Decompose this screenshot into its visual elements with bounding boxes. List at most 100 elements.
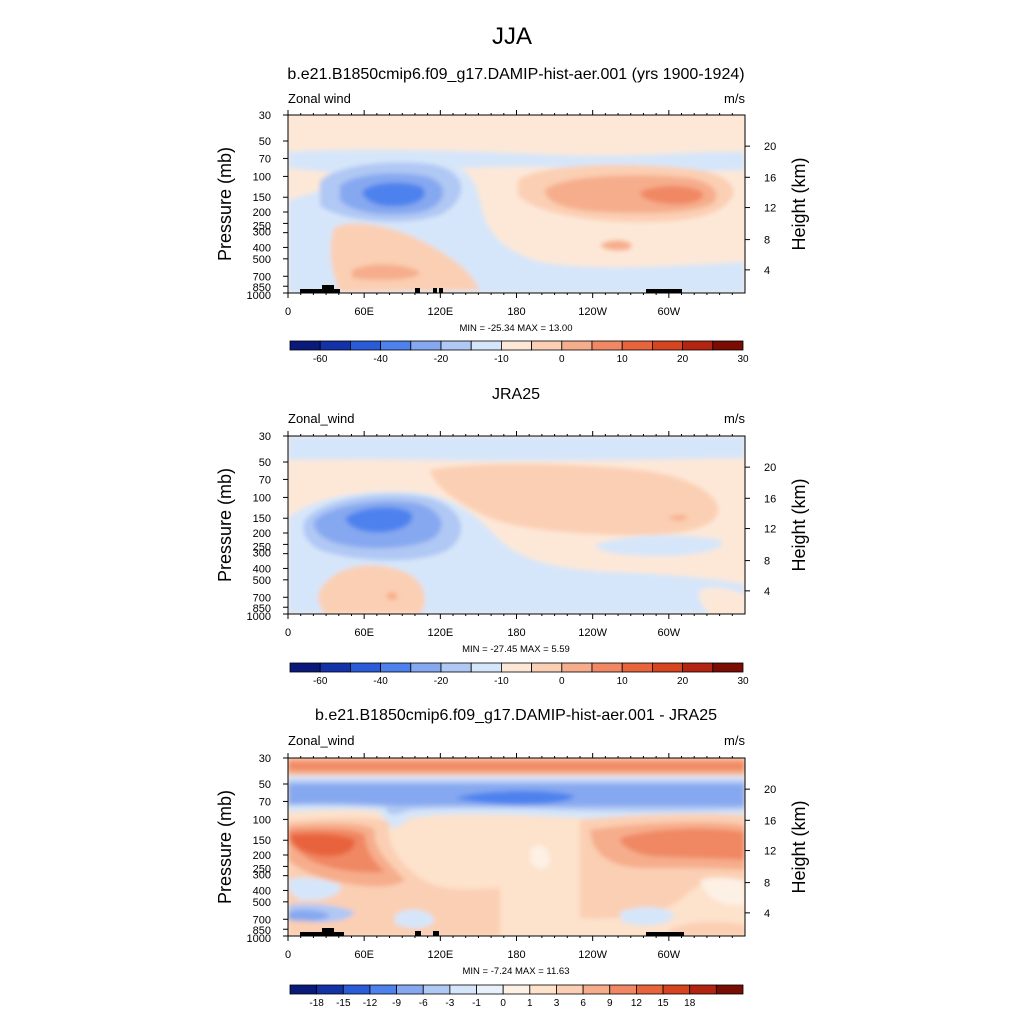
panel-2-colorbar-label: 30	[737, 676, 749, 687]
panel-3-y-tick-label: 200	[253, 850, 271, 862]
panel-1-colorbar-swatch	[380, 340, 412, 351]
panel-1-y-tick-label: 200	[253, 207, 271, 219]
panel-2-colorbar-label: -40	[373, 676, 388, 687]
panel-1-y-tick-label: 100	[253, 171, 271, 183]
panel-1-colorbar-label: 20	[677, 354, 689, 365]
panel-3-colorbar-swatch	[582, 984, 611, 995]
panel-2-colorbar-swatch	[621, 662, 653, 673]
panel-1-colorbar-swatch	[561, 340, 593, 351]
panel-3-y-axis-label: Pressure (mb)	[215, 790, 235, 904]
panel-1-y-tick-label: 250	[253, 220, 271, 232]
panel-3-y-right-tick-label: 12	[764, 846, 776, 858]
panel-1-y-tick-label: 500	[253, 254, 271, 266]
panel-1-y-right-tick-label: 8	[764, 235, 770, 247]
panel-1-x-tick-label: 120W	[578, 306, 607, 318]
panel-3-colorbar-label: 15	[657, 998, 669, 1009]
panel-3-colorbar-swatch	[422, 984, 451, 995]
panel-2: JRA25 Zonal_wind m/s	[215, 386, 809, 687]
panel-2-y-tick-label: 250	[253, 541, 271, 553]
panel-2-colorbar-swatch	[561, 662, 593, 673]
panel-1-colorbar-swatch	[470, 340, 502, 351]
panel-2-colorbar-swatch	[289, 662, 321, 673]
panel-2-y-tick-label: 300	[253, 548, 271, 560]
panel-3-colorbar-label: 3	[554, 998, 560, 1009]
panel-2-y-right-tick-label: 4	[764, 586, 770, 598]
panel-1-colorbar-swatch	[682, 340, 714, 351]
panel-3-y-tick-label: 700	[253, 914, 271, 926]
panel-3-stats: MIN = -7.24 MAX = 11.63	[462, 966, 569, 977]
panel-2-y-tick-label: 100	[253, 492, 271, 504]
panel-3-title: b.e21.B1850cmip6.f09_g17.DAMIP-hist-aer.…	[315, 707, 717, 724]
panel-2-variable-label: Zonal_wind	[288, 411, 355, 426]
panel-3-colorbar-swatch	[556, 984, 584, 995]
panel-3-colorbar-swatch	[662, 984, 691, 995]
panel-1-colorbar-swatch	[349, 340, 381, 351]
panel-3-colorbar-swatch	[502, 984, 531, 995]
panel-3-y-tick-label: 100	[253, 814, 271, 826]
panel-2-colorbar-swatch	[440, 662, 472, 673]
panel-2-colorbar-swatch	[531, 662, 563, 673]
panel-3-x-tick-label: 180	[507, 949, 525, 961]
panel-3-y-tick-label: 30	[259, 753, 271, 765]
panel-2-y-tick-label: 200	[253, 528, 271, 540]
panel-1-y-right-axis-label: Height (km)	[789, 157, 809, 250]
panel-1-y-right-tick-label: 4	[764, 265, 770, 277]
panel-3-colorbar-swatch	[636, 984, 664, 995]
panel-3-colorbar-label: -6	[419, 998, 428, 1009]
panel-1-y-tick-label: 150	[253, 192, 271, 204]
panel-1-plot	[287, 114, 746, 294]
panel-3-y-right-tick-label: 8	[764, 878, 770, 890]
panel-2-y-axis-label: Pressure (mb)	[215, 468, 235, 582]
panel-3-colorbar-label: -9	[392, 998, 401, 1009]
panel-1-x-tick-label: 120E	[427, 306, 453, 318]
panel-2-x-tick-label: 120W	[578, 627, 607, 639]
panel-1-colorbar-label: -40	[373, 354, 388, 365]
panel-3-colorbar-swatch	[342, 984, 371, 995]
panel-1-title: b.e21.B1850cmip6.f09_g17.DAMIP-hist-aer.…	[287, 66, 744, 83]
panel-1-colorbar-label: -20	[434, 354, 449, 365]
panel-1-y-right-tick-label: 20	[764, 141, 776, 153]
panel-2-colorbar-swatch	[712, 662, 744, 673]
panel-3-colorbar-label: -12	[363, 998, 378, 1009]
panel-2-y-right-tick-label: 16	[764, 493, 776, 505]
panel-2-colorbar-swatch	[380, 662, 412, 673]
panel-2-y-tick-label: 400	[253, 563, 271, 575]
panel-1-colorbar-label: -60	[313, 354, 328, 365]
panel-2-y-right-tick-label: 12	[764, 524, 776, 536]
panel-3-colorbar-swatch	[316, 984, 344, 995]
panel-3-colorbar-label: 12	[631, 998, 643, 1009]
figure-title: JJA	[492, 23, 532, 50]
panel-1-units-label: m/s	[724, 91, 745, 106]
panel-1-colorbar-label: 10	[617, 354, 629, 365]
panel-3-y-right-axis-label: Height (km)	[789, 800, 809, 893]
panel-3-colorbar-swatch	[609, 984, 637, 995]
panel-3-x-tick-label: 120W	[578, 949, 607, 961]
panel-2-y-right-tick-label: 20	[764, 462, 776, 474]
panel-1-y-tick-label: 30	[259, 110, 271, 122]
panel-2-colorbar-label: -20	[434, 676, 449, 687]
panel-1-colorbar-label: 30	[737, 354, 749, 365]
panel-1-y-axis-label: Pressure (mb)	[215, 147, 235, 261]
panel-3-y-right-tick-label: 20	[764, 784, 776, 796]
panel-3-colorbar-label: 1	[527, 998, 533, 1009]
panel-1-x-tick-label: 0	[285, 306, 291, 318]
panel-3-variable-label: Zonal_wind	[288, 733, 355, 748]
panel-3-y-tick-label: 850	[253, 925, 271, 937]
panel-3-x-tick-label: 0	[285, 949, 291, 961]
panel-2-y-tick-label: 70	[259, 474, 271, 486]
panel-3-y-tick-label: 300	[253, 870, 271, 882]
panel-3-colorbar-swatch	[476, 984, 504, 995]
panel-3: b.e21.B1850cmip6.f09_g17.DAMIP-hist-aer.…	[215, 707, 809, 1009]
panel-1-colorbar-swatch	[319, 340, 351, 351]
panel-3-y-tick-label: 1000	[247, 933, 271, 945]
panel-3-colorbar-label: -1	[472, 998, 481, 1009]
panel-2-colorbar-swatch	[591, 662, 623, 673]
panel-3-y-right-tick-label: 16	[764, 815, 776, 827]
panel-1-colorbar-swatch	[531, 340, 563, 351]
panel-1-colorbar-swatch	[410, 340, 442, 351]
panel-1-x-tick-label: 60E	[354, 306, 374, 318]
panel-2-colorbar-label: -60	[313, 676, 328, 687]
panel-3-x-tick-label: 60W	[658, 949, 681, 961]
panel-2-colorbar-label: -10	[494, 676, 509, 687]
